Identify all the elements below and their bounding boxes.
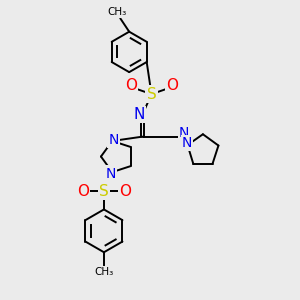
Text: O: O: [125, 78, 137, 93]
Text: CH₃: CH₃: [94, 267, 114, 277]
Text: O: O: [119, 184, 131, 199]
Text: O: O: [77, 184, 89, 199]
Text: N: N: [182, 136, 192, 150]
Text: S: S: [147, 87, 156, 102]
Text: CH₃: CH₃: [107, 8, 126, 17]
Text: N: N: [109, 133, 119, 146]
Text: N: N: [133, 107, 145, 122]
Text: S: S: [99, 184, 109, 199]
Text: N: N: [106, 167, 116, 181]
Text: O: O: [166, 78, 178, 93]
Text: N: N: [179, 126, 189, 140]
